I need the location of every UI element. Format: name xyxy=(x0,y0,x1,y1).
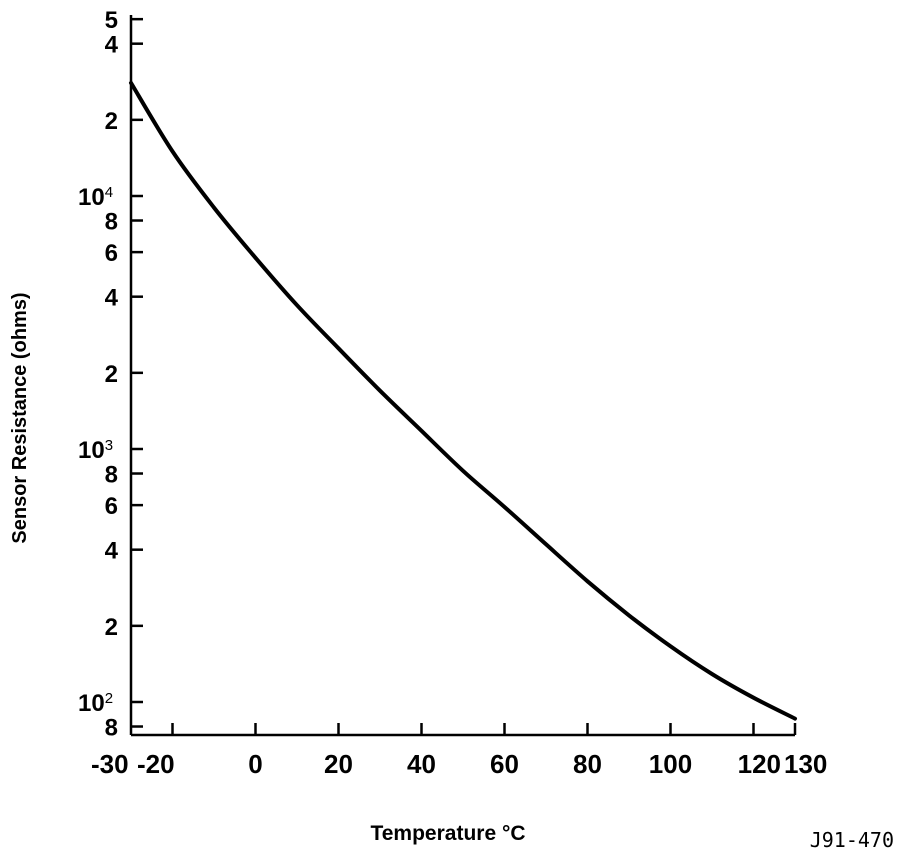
y-tick-label-value: 8 xyxy=(105,462,118,489)
y-axis-title: Sensor Resistance (ohms) xyxy=(9,292,31,543)
y-tick-label: 8 xyxy=(105,209,118,236)
x-ticks: -30 -20 0 20 40 60 80 100 120 130 xyxy=(91,723,827,779)
y-tick-label-value: 2 xyxy=(105,614,118,641)
x-tick-label: -20 xyxy=(137,749,175,779)
y-tick-label: 8 xyxy=(105,715,118,742)
axes xyxy=(129,15,795,737)
y-tick-label-value: 10 xyxy=(78,690,105,717)
y-tick-label-value: 10 xyxy=(78,184,105,211)
y-tick-label-value: 6 xyxy=(105,240,118,267)
x-tick-label: -30 xyxy=(91,749,129,779)
y-tick-label-exponent: 3 xyxy=(105,437,113,454)
y-tick-label-value: 2 xyxy=(105,361,118,388)
y-tick-label-value: 8 xyxy=(105,715,118,742)
y-tick-label-value: 4 xyxy=(105,538,119,565)
x-tick-label: 100 xyxy=(649,749,692,779)
x-tick-label: 60 xyxy=(490,749,519,779)
x-tick-label: 80 xyxy=(573,749,602,779)
y-tick-label: 2 xyxy=(105,614,118,641)
y-tick-label: 8 xyxy=(105,462,118,489)
figure-reference-code: J91-470 xyxy=(810,828,894,852)
x-tick-label: 40 xyxy=(407,749,436,779)
x-axis-title: Temperature °C xyxy=(370,822,525,845)
y-tick-label: 102 xyxy=(78,690,113,717)
y-tick-label: 2 xyxy=(105,108,118,135)
y-tick-label: 5 xyxy=(105,7,118,34)
x-tick-label: 130 xyxy=(784,749,827,779)
x-tick-label: 20 xyxy=(324,749,353,779)
y-tick-label: 4 xyxy=(105,538,119,565)
y-tick-label-value: 4 xyxy=(105,32,119,59)
y-tick-label-value: 4 xyxy=(105,285,119,312)
resistance-curve xyxy=(129,80,797,721)
y-tick-label: 2 xyxy=(105,361,118,388)
x-tick-label: 0 xyxy=(248,749,262,779)
y-tick-label-exponent: 2 xyxy=(105,690,113,707)
y-tick-label: 4 xyxy=(105,32,119,59)
y-tick-label-value: 5 xyxy=(105,7,118,34)
y-tick-label: 104 xyxy=(78,184,113,211)
y-tick-label: 6 xyxy=(105,493,118,520)
y-tick-label: 103 xyxy=(78,437,113,464)
y-tick-label-value: 8 xyxy=(105,209,118,236)
y-tick-label-exponent: 4 xyxy=(105,184,113,201)
x-tick-label: 120 xyxy=(738,749,781,779)
y-tick-label-value: 2 xyxy=(105,108,118,135)
y-tick-label: 4 xyxy=(105,285,119,312)
y-tick-label: 6 xyxy=(105,240,118,267)
y-tick-label-value: 6 xyxy=(105,493,118,520)
y-tick-label-value: 10 xyxy=(78,437,105,464)
